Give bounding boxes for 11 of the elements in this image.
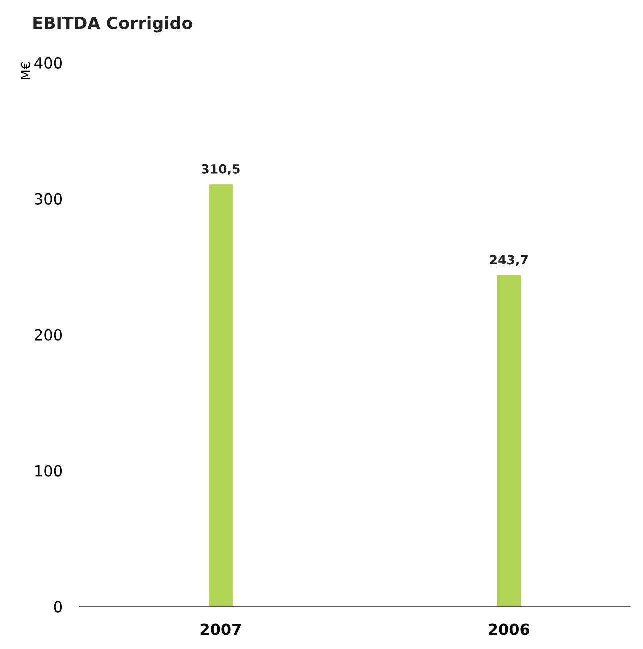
data-label: 310,5 — [202, 164, 240, 176]
y-tick-label: 200 — [35, 329, 62, 341]
y-axis-title: M€ — [21, 62, 31, 80]
y-tick-label: 400 — [34, 57, 62, 69]
data-label: 243,7 — [490, 255, 528, 266]
y-tick-label: 0 — [54, 601, 62, 613]
y-tick-label: 100 — [36, 465, 62, 477]
x-tick-label: 2007 — [200, 624, 241, 636]
x-tick-label: 2006 — [489, 624, 530, 636]
chart-title: EBITDA Corrigido — [34, 16, 192, 33]
y-tick-label: 300 — [35, 193, 62, 205]
